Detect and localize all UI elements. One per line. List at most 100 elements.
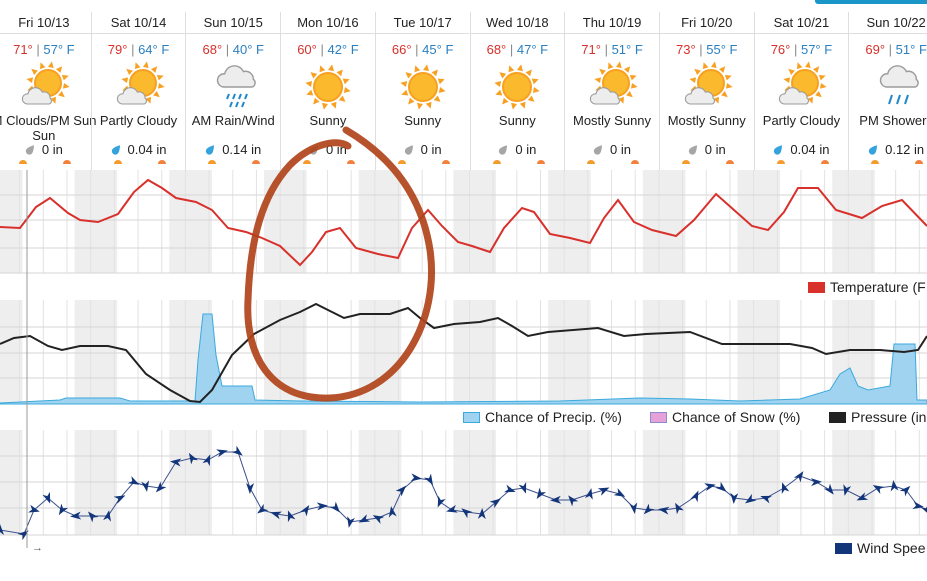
wind-direction-arrow bbox=[900, 483, 913, 496]
precip-amount-text: 0.12 in bbox=[885, 142, 924, 157]
night-band bbox=[75, 300, 91, 404]
high-temp: 71° bbox=[13, 42, 33, 57]
day-column[interactable]: Mon 10/16 60° | 42° F Sunny 0 in bbox=[280, 12, 375, 170]
temp-separator: | bbox=[33, 42, 44, 57]
precip-drop-icon bbox=[404, 144, 415, 155]
high-temp: 71° bbox=[581, 42, 601, 57]
day-column[interactable]: Tue 10/17 66° | 45° F Sunny 0 in bbox=[375, 12, 470, 170]
partly-cloudy-icon bbox=[677, 57, 737, 113]
day-column[interactable]: Sun 10/15 68° | 40° F AM Rain/Wind 0.14 … bbox=[185, 12, 280, 170]
day-name: Fri 10/13 bbox=[0, 12, 91, 34]
precip-amount: 0 in bbox=[565, 142, 659, 157]
wind-direction-arrow bbox=[794, 469, 807, 483]
sunrise-marker bbox=[493, 160, 501, 164]
day-column[interactable]: Sat 10/21 76° | 57° F Partly Cloudy 0.04… bbox=[754, 12, 849, 170]
day-column[interactable]: Fri 10/13 71° | 57° F AM Clouds/PM Sun S… bbox=[0, 12, 91, 170]
sunset-marker bbox=[915, 160, 923, 164]
precip-amount-text: 0.04 in bbox=[128, 142, 167, 157]
night-band bbox=[564, 170, 591, 273]
day-temps: 73° | 55° F bbox=[660, 42, 754, 57]
partly-cloudy-icon bbox=[109, 57, 169, 113]
night-band bbox=[264, 300, 280, 404]
condition-text: AM Rain/Wind bbox=[186, 113, 280, 128]
day-temps: 76° | 57° F bbox=[755, 42, 849, 57]
temp-separator: | bbox=[317, 42, 328, 57]
high-temp: 79° bbox=[108, 42, 128, 57]
night-band bbox=[453, 170, 469, 273]
sunset-marker bbox=[252, 160, 260, 164]
precip-drop-icon bbox=[25, 144, 36, 155]
night-band bbox=[470, 300, 497, 404]
condition-text: AM Clouds/PM Sun bbox=[0, 113, 91, 128]
temp-separator: | bbox=[601, 42, 612, 57]
precip-amount-text: 0 in bbox=[326, 142, 347, 157]
low-temp: 55° F bbox=[706, 42, 737, 57]
pressure-swatch bbox=[829, 412, 846, 423]
wind-swatch bbox=[835, 543, 852, 554]
condition-text: Sunny bbox=[281, 113, 375, 128]
wind-legend: Wind Spee bbox=[835, 540, 925, 556]
sunrise-marker bbox=[398, 160, 406, 164]
day-temps: 60° | 42° F bbox=[281, 42, 375, 57]
night-band bbox=[754, 300, 781, 404]
daily-forecast-strip: Fri 10/13 71° | 57° F AM Clouds/PM Sun S… bbox=[0, 12, 927, 170]
precip-drop-icon bbox=[498, 144, 509, 155]
day-temps: 71° | 51° F bbox=[565, 42, 659, 57]
sunrise-marker bbox=[682, 160, 690, 164]
day-temps: 68° | 40° F bbox=[186, 42, 280, 57]
day-name: Wed 10/18 bbox=[471, 12, 565, 34]
night-band bbox=[564, 300, 591, 404]
precip-amount-text: 0 in bbox=[705, 142, 726, 157]
day-column[interactable]: Thu 10/19 71° | 51° F Mostly Sunny 0 in bbox=[564, 12, 659, 170]
day-column[interactable]: Wed 10/18 68° | 47° F Sunny 0 in bbox=[470, 12, 565, 170]
day-temps: 68° | 47° F bbox=[471, 42, 565, 57]
sunrise-marker bbox=[871, 160, 879, 164]
wind-direction-arrow bbox=[232, 446, 246, 459]
sunset-marker bbox=[821, 160, 829, 164]
wind-direction-arrow bbox=[317, 502, 329, 511]
sun-icon bbox=[487, 57, 547, 113]
day-name: Sat 10/21 bbox=[755, 12, 849, 34]
day-column[interactable]: Fri 10/20 73° | 55° F Mostly Sunny 0 in bbox=[659, 12, 754, 170]
day-column[interactable]: Sun 10/22 69° | 51° F PM Showers 0.12 in bbox=[848, 12, 927, 170]
precip-amount: 0 in bbox=[0, 142, 91, 157]
partly-cloudy-icon bbox=[14, 57, 74, 113]
precip-amount: 0.12 in bbox=[849, 142, 927, 157]
wind-direction-arrow bbox=[690, 489, 702, 502]
partly-cloudy-icon bbox=[771, 57, 831, 113]
sunrise-marker bbox=[208, 160, 216, 164]
precip-pressure-chart: Chance of Precip. (%) Chance of Snow (%)… bbox=[0, 300, 927, 430]
condition-text: Mostly Sunny bbox=[660, 113, 754, 128]
top-right-button[interactable] bbox=[815, 0, 927, 4]
day-name: Sun 10/22 bbox=[849, 12, 927, 34]
night-band bbox=[643, 170, 659, 273]
temp-separator: | bbox=[790, 42, 801, 57]
precip-amount: 0 in bbox=[660, 142, 754, 157]
day-column[interactable]: Sat 10/14 79° | 64° F Partly Cloudy 0.04… bbox=[91, 12, 186, 170]
wind-direction-arrow bbox=[889, 480, 898, 492]
precip-drop-icon bbox=[309, 144, 320, 155]
low-temp: 47° F bbox=[517, 42, 548, 57]
night-band bbox=[91, 300, 118, 404]
precip-amount-text: 0 in bbox=[42, 142, 63, 157]
precip-amount: 0 in bbox=[281, 142, 375, 157]
temperature-chart: Temperature (F bbox=[0, 170, 927, 300]
day-temps: 71° | 57° F bbox=[0, 42, 91, 57]
snow-legend: Chance of Snow (%) bbox=[650, 409, 800, 425]
night-band bbox=[659, 170, 686, 273]
temp-separator: | bbox=[222, 42, 233, 57]
low-temp: 42° F bbox=[327, 42, 358, 57]
night-band bbox=[169, 170, 185, 273]
wind-legend-label: Wind Spee bbox=[857, 540, 925, 556]
temp-separator: | bbox=[885, 42, 896, 57]
precip-swatch bbox=[463, 412, 480, 423]
low-temp: 57° F bbox=[43, 42, 74, 57]
precip-drop-icon bbox=[593, 144, 604, 155]
condition-text: Sunny bbox=[471, 113, 565, 128]
wind-direction-arrow bbox=[716, 482, 730, 495]
high-temp: 68° bbox=[202, 42, 222, 57]
low-temp: 51° F bbox=[612, 42, 643, 57]
top-bar bbox=[0, 0, 927, 12]
precip-drop-icon bbox=[205, 144, 216, 155]
rain-cloud-icon bbox=[203, 57, 263, 113]
